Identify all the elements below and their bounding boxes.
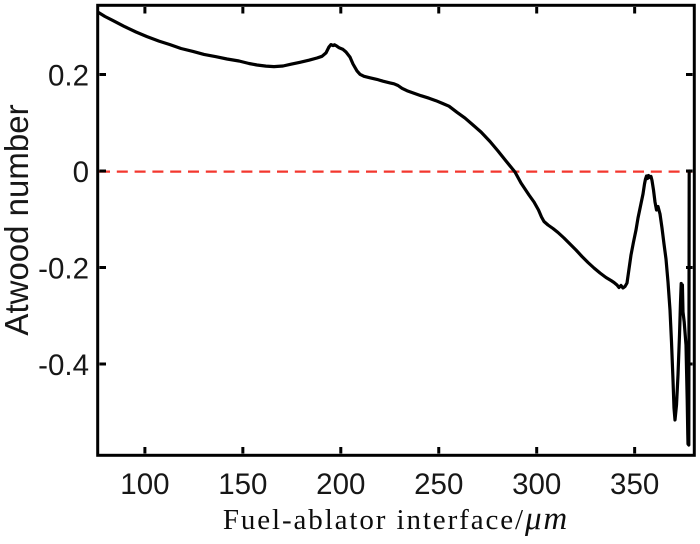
svg-text:0.2: 0.2 — [48, 60, 89, 93]
svg-text:150: 150 — [218, 468, 267, 501]
svg-text:250: 250 — [414, 468, 463, 501]
svg-text:-0.4: -0.4 — [38, 349, 89, 382]
svg-text:100: 100 — [120, 468, 169, 501]
svg-text:Atwood number: Atwood number — [0, 104, 35, 335]
svg-text:200: 200 — [316, 468, 365, 501]
svg-text:Fuel-ablator interface/μm: Fuel-ablator interface/μm — [223, 501, 569, 537]
svg-text:0: 0 — [73, 156, 89, 189]
svg-text:300: 300 — [512, 468, 561, 501]
svg-text:350: 350 — [610, 468, 659, 501]
svg-text:-0.2: -0.2 — [38, 252, 89, 285]
